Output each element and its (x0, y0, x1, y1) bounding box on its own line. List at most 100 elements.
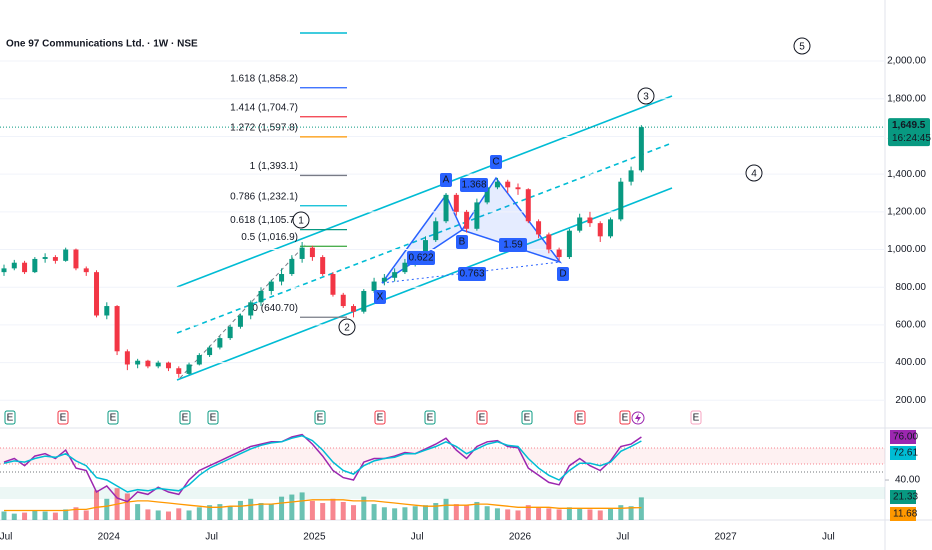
candle-body (494, 181, 500, 188)
earnings-label: E (377, 413, 384, 424)
candle-body (83, 268, 89, 273)
candle-body (381, 277, 387, 282)
rsi-line (3, 435, 642, 493)
pattern-ratio-box (460, 178, 488, 192)
candle-body (217, 338, 223, 348)
volume-bar (361, 496, 367, 520)
earnings-label: E (479, 413, 486, 424)
volume-bar (351, 505, 357, 520)
volume-bar (536, 507, 542, 520)
rsi-value-box (890, 430, 916, 444)
wave-circle (637, 87, 655, 105)
earnings-icon (619, 410, 631, 425)
earnings-label: E (524, 413, 531, 424)
y-tick-label: 2,000.00 (887, 56, 926, 67)
candle-body (587, 217, 593, 224)
wave-label: 5 (799, 42, 805, 53)
volume-bar (11, 513, 17, 520)
candle-body (422, 240, 428, 258)
volume-bar (638, 497, 644, 520)
y-tick-label: 1,400.00 (887, 169, 926, 180)
volume-ma-value-label: 11.68 (893, 509, 918, 520)
earnings-icon (574, 410, 586, 425)
candle-body (577, 217, 583, 231)
earnings-icon (476, 410, 488, 425)
volume-bar (124, 493, 130, 520)
volume-bar (433, 503, 439, 520)
volume-bar (63, 509, 69, 520)
candle-body (618, 181, 624, 220)
volume-bar (525, 505, 531, 520)
candle-body (196, 355, 202, 365)
earnings-icon (57, 410, 69, 425)
candle-body (104, 306, 110, 316)
pattern-point: C (492, 157, 499, 168)
candle-body (638, 127, 644, 171)
y-tick-label: 800.00 (895, 282, 926, 293)
last-price-label: 1,649.5 (892, 120, 926, 131)
volume-bar (196, 507, 202, 520)
x-tick-label: 2025 (303, 532, 326, 543)
volume-bar (73, 507, 79, 520)
rsi-band (0, 448, 885, 464)
earnings-label: E (110, 413, 117, 424)
candle-body (566, 230, 572, 258)
y-tick-label: 400.00 (895, 357, 926, 368)
candle-body (186, 364, 192, 374)
earnings-label: E (182, 413, 189, 424)
volume-bar (464, 505, 470, 520)
x-tick-label: Jul (0, 532, 12, 543)
pattern-point: X (377, 292, 384, 303)
x-tick-label: Jul (411, 532, 424, 543)
x-tick-label: Jul (616, 532, 629, 543)
y-tick-label: 1,200.00 (887, 206, 926, 217)
candle-body (453, 194, 459, 212)
candle-body (340, 294, 346, 307)
volume-bar (165, 511, 171, 520)
candle-body (608, 219, 614, 237)
earnings-icon (179, 410, 191, 425)
y-tick-label: 1,800.00 (887, 93, 926, 104)
pattern-point-box (440, 173, 452, 187)
candle-body (371, 281, 377, 291)
volume-bar (515, 510, 521, 520)
y-tick-label: 1,000.00 (887, 244, 926, 255)
candle-body (248, 302, 254, 316)
channel-middle (176, 142, 673, 334)
earnings-icon (4, 410, 16, 425)
candle-body (361, 290, 367, 312)
wave-label: 4 (751, 169, 757, 180)
pattern-point-box (490, 155, 502, 169)
candle-body (433, 221, 439, 241)
candle-body (536, 221, 542, 235)
earnings-label: E (7, 413, 14, 424)
wave-label: 1 (298, 216, 304, 227)
candle-body (289, 258, 295, 275)
candle-body (145, 360, 151, 367)
pattern-ratio-box (407, 251, 435, 265)
volume-bar (289, 494, 295, 520)
earnings-icon (207, 410, 219, 425)
candle-body (279, 274, 285, 282)
earnings-label: E (317, 413, 324, 424)
pattern-ratio: 1.368 (461, 180, 486, 191)
volume-bar (237, 500, 243, 520)
candle-body (505, 181, 511, 188)
channel-upper (176, 95, 673, 288)
pattern-point-box (456, 235, 468, 249)
candle-body (546, 234, 552, 250)
candle-body (628, 170, 634, 182)
earnings-icon (690, 410, 702, 425)
candle-body (63, 249, 69, 261)
candle-body (351, 306, 357, 312)
volume-bar (474, 501, 480, 520)
volume-bar (453, 504, 459, 520)
countdown: 16:24:45 (892, 133, 931, 144)
pattern-point-box (557, 267, 569, 281)
volume-ma (4, 499, 642, 512)
volume-bar (577, 508, 583, 520)
volume-bar (145, 509, 151, 520)
candle-body (464, 211, 470, 229)
x-tick-label: Jul (822, 532, 835, 543)
fib-label: 0.786 (1,232.1) (230, 191, 298, 202)
